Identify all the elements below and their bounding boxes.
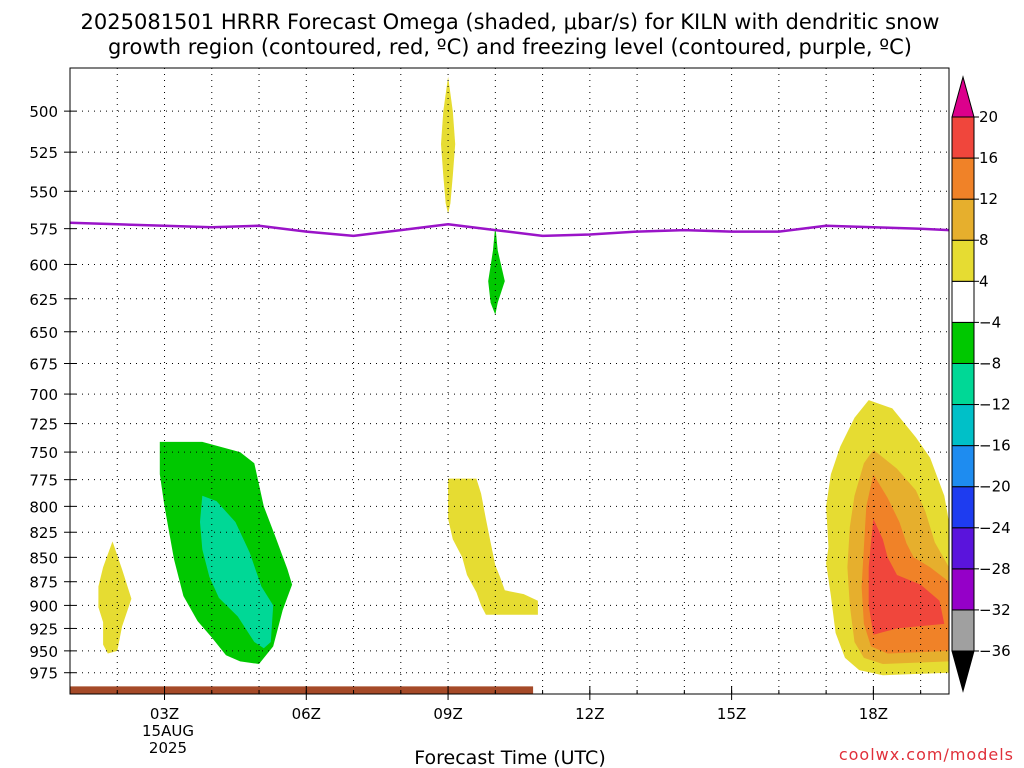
x-tick-label-12Z: 12Z: [575, 705, 604, 723]
plot-frame: [69, 67, 950, 695]
colorbar-label-8: −4: [979, 313, 1001, 331]
y-tick-label-650: 650: [29, 324, 58, 342]
colorbar-swatch-0: [951, 609, 975, 652]
colorbar-swatch-2: [951, 527, 975, 570]
y-axis: 500 525 550 575 600 625 650 675 700 725 750 775 800 8…: [29, 103, 76, 683]
colorbar-label-12: 16: [979, 149, 998, 167]
y-tick-label-850: 850: [29, 549, 58, 567]
colorbar-swatch-5: [951, 404, 975, 447]
omega-region-3: [448, 478, 538, 615]
colorbar-label-0: −36: [979, 642, 1011, 660]
colorbar-label-3: −24: [979, 519, 1011, 537]
y-tick-label-800: 800: [29, 498, 58, 516]
x-axis-label: Forecast Time (UTC): [414, 747, 605, 768]
colorbar-label-11: 12: [979, 190, 998, 208]
plot-area: [69, 67, 950, 695]
y-tick-label-750: 750: [29, 444, 58, 462]
grid: [70, 68, 949, 694]
y-tick-label-900: 900: [29, 597, 58, 615]
y-tick-label-700: 700: [29, 386, 58, 404]
x-axis: 03Z 06Z 09Z 12Z 15Z 18Z: [116, 686, 922, 723]
chart-title-line-1: 2025081501 HRRR Forecast Omega (shaded, …: [81, 10, 940, 34]
omega-region-0: [98, 541, 132, 654]
y-tick-label-875: 875: [29, 574, 58, 592]
colorbar-label-10: 8: [979, 231, 989, 249]
colorbar-swatch-9: [951, 239, 975, 282]
colorbar-swatch-11: [951, 157, 975, 200]
colorbar-swatch-4: [951, 445, 975, 488]
freezing-level-layer: [69, 221, 950, 238]
colorbar-label-9: 4: [979, 272, 989, 290]
y-tick-label-950: 950: [29, 643, 58, 661]
y-tick-label-725: 725: [29, 416, 58, 434]
colorbar-swatch-10: [951, 198, 975, 241]
y-tick-label-825: 825: [29, 524, 58, 542]
x-tick-label-15Z: 15Z: [717, 705, 746, 723]
x-tick-label-06Z: 06Z: [292, 705, 321, 723]
omega-region-1: [441, 76, 456, 214]
x-tick-label-03Z: 03Z: [150, 705, 179, 723]
date-label-day: 15AUG: [142, 722, 194, 740]
y-tick-label-500: 500: [29, 103, 58, 121]
omega-shading: [70, 76, 949, 694]
credit-text: coolwx.com/models: [839, 745, 1014, 764]
colorbar-swatch-7: [951, 321, 975, 364]
colorbar-label-7: −8: [979, 354, 1001, 372]
date-label-year: 2025: [149, 739, 187, 757]
colorbar-label-13: 20: [979, 108, 998, 126]
colorbar-swatch-8: [951, 280, 975, 323]
colorbar-swatch-12: [951, 116, 975, 159]
y-tick-label-775: 775: [29, 472, 58, 490]
x-tick-label-18Z: 18Z: [859, 705, 888, 723]
y-tick-label-575: 575: [29, 221, 58, 239]
surface-band: [70, 686, 534, 694]
omega-region-5: [200, 495, 274, 649]
colorbar: −36 −32 −28 −24 −20 −16 −12 −8 −4 4 8 12 16 20: [951, 75, 1011, 693]
colorbar-label-1: −32: [979, 601, 1011, 619]
colorbar-arrow-top: [951, 75, 975, 118]
colorbar-swatch-1: [951, 568, 975, 611]
colorbar-label-6: −12: [979, 396, 1011, 414]
colorbar-swatch-6: [951, 362, 975, 406]
colorbar-label-5: −16: [979, 437, 1011, 455]
colorbar-label-4: −20: [979, 478, 1011, 496]
y-tick-label-625: 625: [29, 291, 58, 309]
y-tick-label-675: 675: [29, 355, 58, 373]
freezing-level-line: [69, 221, 950, 238]
colorbar-swatch-3: [951, 486, 975, 529]
chart-title-line-2: growth region (contoured, red, ºC) and f…: [108, 35, 912, 59]
y-tick-label-525: 525: [29, 144, 58, 162]
y-tick-label-975: 975: [29, 665, 58, 683]
colorbar-arrow-bottom: [951, 650, 975, 693]
colorbar-label-2: −28: [979, 560, 1011, 578]
omega-region-2: [488, 225, 505, 315]
omega-region-9: [868, 518, 945, 635]
y-tick-label-925: 925: [29, 620, 58, 638]
x-tick-label-09Z: 09Z: [433, 705, 462, 723]
y-tick-label-600: 600: [29, 256, 58, 274]
y-tick-label-550: 550: [29, 183, 58, 201]
